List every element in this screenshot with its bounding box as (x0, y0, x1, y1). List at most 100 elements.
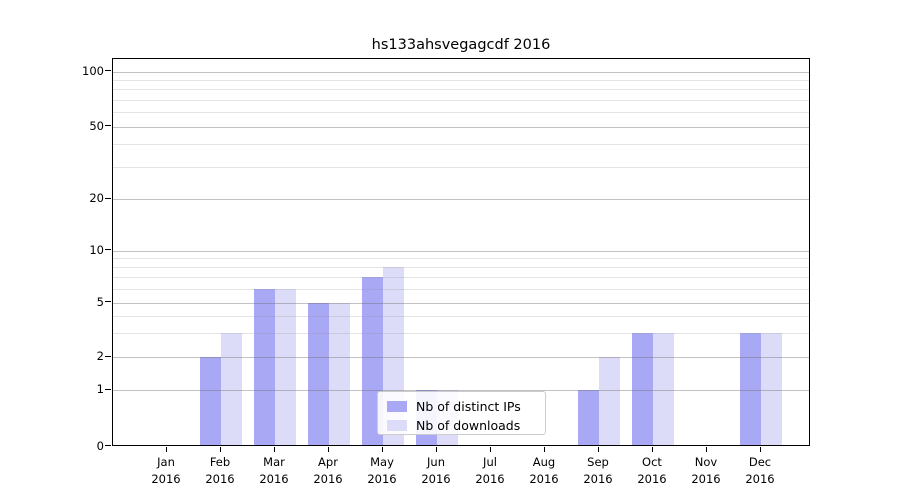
gridline-minor (113, 288, 809, 290)
x-tick-label: Dec 2016 (732, 454, 788, 488)
y-tick-mark (105, 249, 111, 251)
bar-downloads-dec (761, 332, 782, 445)
y-tick-mark (105, 301, 111, 303)
bar-distinct-ips-apr (308, 302, 329, 445)
legend-label-distinct-ips: Nb of distinct IPs (416, 399, 521, 414)
gridline-major (113, 302, 809, 304)
y-tick-label: 10 (89, 242, 104, 257)
legend-swatch-distinct-ips (387, 401, 407, 412)
x-tick-month: Apr (318, 455, 338, 469)
x-tick-year: 2016 (691, 472, 721, 486)
chart-title: hs133ahsvegagcdf 2016 (371, 37, 551, 53)
x-tick-mark (435, 447, 437, 452)
gridline-minor (113, 89, 809, 91)
x-tick-mark (543, 447, 545, 452)
x-tick-year: 2016 (421, 472, 451, 486)
bar-distinct-ips-sep (578, 390, 599, 445)
x-tick-mark (759, 447, 761, 452)
y-tick-label: 2 (96, 349, 104, 363)
x-tick-label: Feb 2016 (192, 454, 248, 488)
gridline-minor (113, 112, 809, 114)
x-tick-month: Aug (532, 455, 556, 469)
x-tick-year: 2016 (313, 472, 343, 486)
x-tick-month: Jun (427, 455, 445, 469)
x-tick-month: Feb (209, 455, 231, 469)
bar-distinct-ips-dec (740, 332, 761, 445)
x-tick-year: 2016 (529, 472, 559, 486)
gridline-minor (113, 99, 809, 101)
x-tick-mark (273, 447, 275, 452)
x-tick-month: May (370, 455, 394, 469)
x-tick-label: Jul 2016 (462, 454, 518, 488)
legend-swatch-downloads (387, 420, 407, 431)
y-tick-mark (105, 355, 111, 357)
bar-distinct-ips-oct (632, 332, 653, 445)
legend-item-distinct-ips: Nb of distinct IPs (378, 397, 545, 416)
bar-downloads-oct (653, 332, 674, 445)
legend: Nb of distinct IPs Nb of downloads (377, 391, 546, 435)
gridline-minor (113, 258, 809, 260)
y-tick-mark (105, 388, 111, 390)
x-tick-year: 2016 (259, 472, 289, 486)
x-tick-label: Oct 2016 (624, 454, 680, 488)
x-tick-month: Oct (642, 455, 662, 469)
y-tick-label: 20 (89, 191, 104, 206)
x-tick-label: Jun 2016 (408, 454, 464, 488)
x-tick-year: 2016 (205, 472, 235, 486)
x-tick-label: May 2016 (354, 454, 410, 488)
bar-downloads-mar (275, 288, 296, 445)
y-tick-mark (105, 70, 111, 72)
bar-downloads-feb (221, 332, 242, 445)
y-tick-label: 0 (96, 438, 104, 453)
x-tick-year: 2016 (583, 472, 613, 486)
x-tick-month: Dec (748, 455, 772, 469)
y-tick-mark (105, 197, 111, 199)
x-tick-mark (327, 447, 329, 452)
bar-distinct-ips-feb (200, 357, 221, 445)
gridline-minor (113, 267, 809, 269)
x-tick-month: Nov (694, 455, 718, 469)
x-tick-mark (489, 447, 491, 452)
x-tick-year: 2016 (637, 472, 667, 486)
bar-distinct-ips-mar (254, 288, 275, 445)
y-tick-label: 100 (82, 63, 104, 78)
plot-area (112, 58, 810, 446)
x-tick-mark (381, 447, 383, 452)
x-tick-year: 2016 (475, 472, 505, 486)
x-tick-label: Apr 2016 (300, 454, 356, 488)
x-tick-mark (597, 447, 599, 452)
x-tick-mark (165, 447, 167, 452)
y-tick-mark (105, 445, 111, 447)
gridline-minor (113, 315, 809, 317)
gridline-minor (113, 332, 809, 334)
gridline-major (113, 126, 809, 128)
x-tick-month: Jan (157, 455, 175, 469)
gridline-minor (113, 277, 809, 279)
bar-downloads-sep (599, 357, 620, 445)
y-tick-label: 5 (96, 294, 104, 309)
gridline-minor (113, 144, 809, 146)
bar-downloads-apr (329, 302, 350, 445)
x-tick-mark (705, 447, 707, 452)
x-tick-label: Mar 2016 (246, 454, 302, 488)
gridline-major (113, 390, 809, 392)
x-tick-label: Aug 2016 (516, 454, 572, 488)
x-tick-mark (651, 447, 653, 452)
gridline-major (113, 71, 809, 73)
x-tick-mark (219, 447, 221, 452)
gridline-minor (113, 79, 809, 81)
x-tick-year: 2016 (367, 472, 397, 486)
x-tick-year: 2016 (745, 472, 775, 486)
gridline-major (113, 250, 809, 252)
gridline-major (113, 357, 809, 358)
legend-item-downloads: Nb of downloads (378, 416, 545, 435)
x-tick-month: Sep (587, 455, 609, 469)
x-tick-month: Mar (263, 455, 285, 469)
y-tick-mark (105, 125, 111, 127)
legend-label-downloads: Nb of downloads (416, 418, 521, 433)
x-tick-label: Jan 2016 (138, 454, 194, 488)
x-tick-year: 2016 (151, 472, 181, 486)
gridline-major (113, 199, 809, 201)
x-tick-month: Jul (483, 455, 497, 469)
